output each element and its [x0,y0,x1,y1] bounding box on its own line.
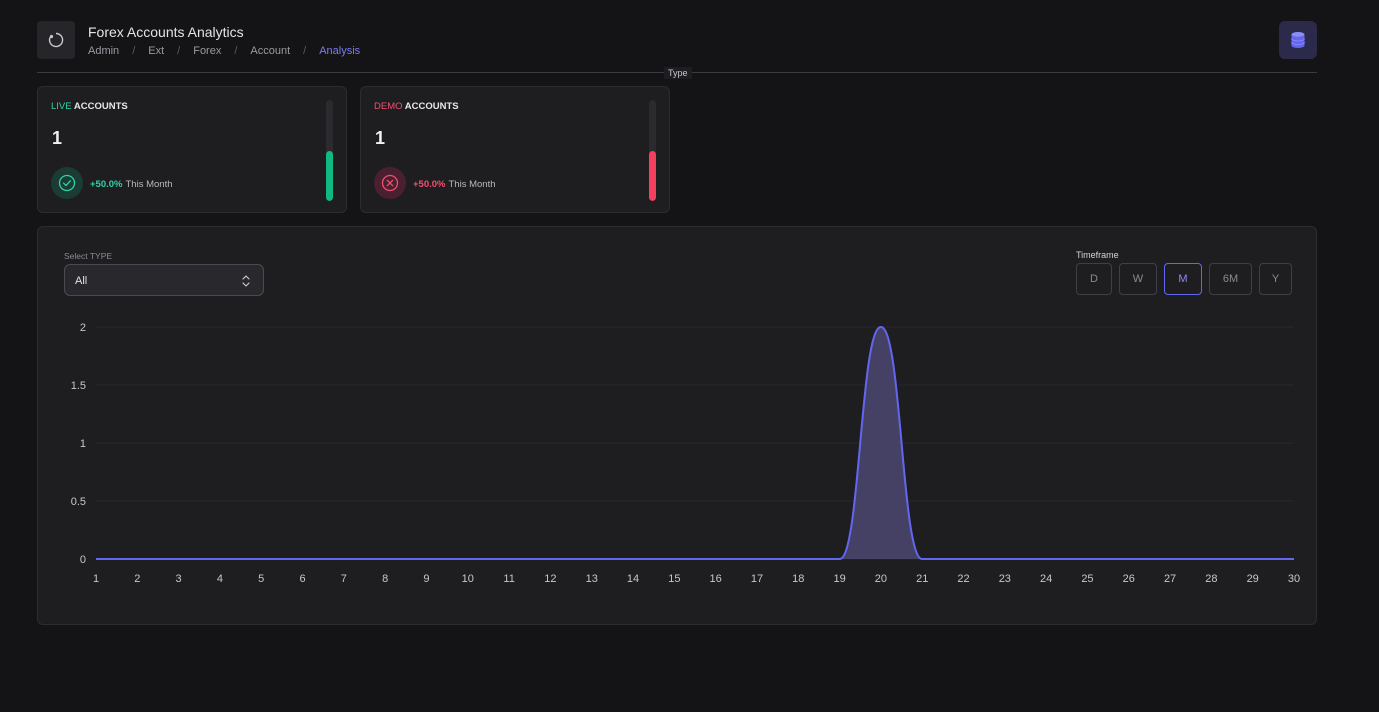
x-tick-label: 10 [462,573,474,585]
divider-label: Type [664,67,692,79]
x-tick-label: 15 [668,573,680,585]
breadcrumb-ext[interactable]: Ext [148,45,165,57]
x-tick-label: 27 [1164,573,1176,585]
x-circle-icon [381,174,399,192]
x-tick-label: 24 [1040,573,1052,585]
x-tick-label: 25 [1081,573,1093,585]
x-tick-label: 21 [916,573,928,585]
live-accounts-progress [326,100,333,201]
live-accounts-title-accent: LIVE [51,101,72,112]
timeframe-group: D W M 6M Y [1076,263,1292,295]
y-tick-label: 1 [80,438,86,450]
refresh-icon [48,32,64,48]
x-tick-label: 3 [176,573,182,585]
live-accounts-change-pct: +50.0% [90,179,123,190]
x-tick-label: 9 [423,573,429,585]
timeframe-button-6m[interactable]: 6M [1209,263,1252,295]
demo-status-badge [374,167,406,199]
breadcrumb-separator: / [303,45,307,57]
breadcrumb-account[interactable]: Account [250,45,291,57]
live-accounts-value: 1 [52,128,63,148]
check-circle-icon [58,174,76,192]
breadcrumb: Admin / Ext / Forex / Account / Analysis [88,45,360,57]
x-tick-label: 23 [999,573,1011,585]
type-select[interactable]: All [64,264,264,296]
x-tick-label: 6 [299,573,305,585]
timeframe-button-month[interactable]: M [1164,263,1202,295]
demo-accounts-change: +50.0% This Month [413,179,496,190]
x-tick-label: 4 [217,573,223,585]
live-status-badge [51,167,83,199]
demo-accounts-title-accent: DEMO [374,101,403,112]
live-accounts-title: LIVE ACCOUNTS [51,101,128,112]
chart-panel: Select TYPE All Timeframe D W M 6M Y 0 0.… [37,226,1317,625]
timeframe-button-year[interactable]: Y [1259,263,1292,295]
select-type-label: Select TYPE [64,251,113,261]
y-tick-label: 2 [80,322,86,334]
demo-accounts-progress-fill [649,150,656,201]
x-tick-label: 14 [627,573,639,585]
x-tick-label: 20 [875,573,887,585]
x-tick-label: 29 [1247,573,1259,585]
x-tick-label: 1 [93,573,99,585]
x-tick-label: 7 [341,573,347,585]
y-tick-label: 0 [80,554,86,566]
x-tick-label: 2 [134,573,140,585]
live-accounts-card: LIVE ACCOUNTS 1 +50.0% This Month [37,86,347,213]
live-accounts-progress-fill [326,150,333,201]
demo-accounts-card: DEMO ACCOUNTS 1 +50.0% This Month [360,86,670,213]
x-tick-label: 5 [258,573,264,585]
y-tick-label: 0.5 [71,496,86,508]
live-accounts-change-period: This Month [125,179,173,190]
breadcrumb-analysis: Analysis [319,45,361,57]
breadcrumb-forex[interactable]: Forex [193,45,222,57]
x-tick-label: 26 [1123,573,1135,585]
demo-accounts-change-pct: +50.0% [413,179,446,190]
demo-accounts-value: 1 [375,128,386,148]
breadcrumb-separator: / [234,45,238,57]
chevron-up-down-icon [242,275,250,287]
x-tick-label: 28 [1205,573,1217,585]
x-tick-label: 18 [792,573,804,585]
series-line [96,325,1294,560]
demo-accounts-title: DEMO ACCOUNTS [374,101,459,112]
x-tick-label: 30 [1288,573,1300,585]
x-tick-label: 8 [382,573,388,585]
breadcrumb-separator: / [177,45,181,57]
timeframe-button-day[interactable]: D [1076,263,1112,295]
database-icon [1291,32,1305,48]
breadcrumb-separator: / [132,45,136,57]
live-accounts-title-rest: ACCOUNTS [73,101,128,112]
page-icon [37,21,75,59]
x-tick-label: 13 [586,573,598,585]
timeframe-button-week[interactable]: W [1119,263,1157,295]
timeframe-label: Timeframe [1076,250,1119,260]
page-title: Forex Accounts Analytics [88,24,244,40]
demo-accounts-title-rest: ACCOUNTS [404,101,459,112]
demo-accounts-progress [649,100,656,201]
x-tick-label: 11 [503,573,514,585]
database-button[interactable] [1279,21,1317,59]
x-tick-label: 22 [957,573,969,585]
y-tick-label: 1.5 [71,380,86,392]
demo-accounts-change-period: This Month [448,179,496,190]
live-accounts-change: +50.0% This Month [90,179,173,190]
type-select-value: All [75,275,88,287]
breadcrumb-admin[interactable]: Admin [88,45,120,57]
accounts-area-chart: 00.511.521 2 3 4 5 6 7 8 9 10 11 12 13 14 15 16 17 18 19 20… [71,322,1300,585]
x-tick-label: 17 [751,573,763,585]
x-tick-label: 19 [833,573,845,585]
x-tick-label: 12 [544,573,556,585]
x-tick-label: 16 [710,573,722,585]
